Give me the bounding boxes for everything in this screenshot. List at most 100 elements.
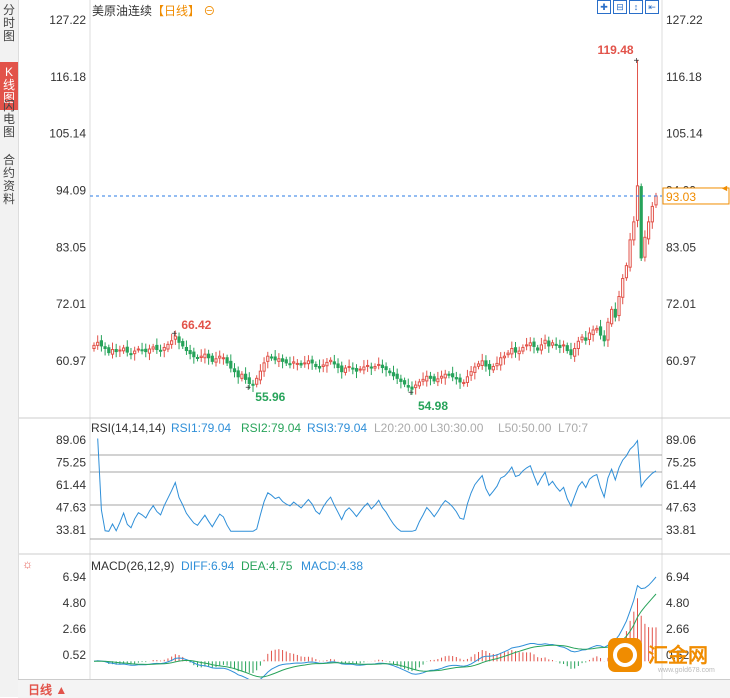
candle-body [499, 357, 503, 366]
candle-body [144, 348, 148, 353]
rsi-panel: RSI(14,14,14) RSI1:79.04 RSI2:79.04 RSI3:79… [56, 421, 696, 540]
candle-body [166, 343, 170, 350]
macd-tick-right: 0.52 [666, 648, 690, 662]
price-tick-right: 60.97 [666, 354, 696, 368]
candle-body [432, 376, 436, 382]
zoom-out-icon[interactable]: ⊟ [613, 0, 627, 14]
candle-body [484, 360, 488, 367]
candle-body [554, 343, 558, 346]
macd-diff-label: DIFF:6.94 [181, 559, 235, 573]
macd-tick-left: 0.52 [63, 648, 87, 662]
candle-body [140, 349, 144, 352]
price-tick-right: 127.22 [666, 13, 703, 27]
candle-body [510, 347, 514, 355]
period-selector[interactable]: 日线 ▲ [28, 683, 68, 697]
candle-body [502, 355, 507, 359]
candle-body [92, 344, 96, 349]
rsi-tick-right: 33.81 [666, 523, 696, 537]
rsi-tick-right: 61.44 [666, 478, 696, 492]
candle-body [617, 296, 621, 317]
candle-body [284, 359, 288, 364]
candle-body [425, 375, 429, 382]
candle-body [273, 356, 277, 361]
indicator-icon[interactable]: ↕ [629, 0, 643, 14]
candle-body [632, 221, 636, 241]
rsi-tick-left: 61.44 [56, 478, 86, 492]
price-tick-left: 94.09 [56, 184, 86, 198]
annotation-marker: + [408, 388, 414, 399]
candle-body [203, 353, 207, 359]
zoom-in-icon[interactable]: ✚ [597, 0, 611, 14]
candle-body [410, 386, 414, 390]
candle-body [184, 346, 189, 352]
last-price-label: 93.03 [666, 190, 696, 204]
candle-body [107, 347, 111, 354]
candle-body [358, 368, 362, 371]
rsi-tick-right: 89.06 [666, 433, 696, 447]
macd-panel: MACD(26,12,9) DIFF:6.94 DEA:4.75 MACD:4.38 ☼… [22, 557, 690, 682]
candle-body [654, 195, 658, 206]
sidebar: 分时图 K线图 闪电图 合约资料 [0, 0, 19, 697]
price-tick-right: 105.14 [666, 127, 703, 141]
candle-body [99, 340, 104, 347]
candle-body [288, 363, 292, 366]
candle-body [428, 375, 433, 379]
back-icon[interactable]: ⇤ [645, 0, 659, 14]
candle-body [225, 357, 229, 364]
tab-flash[interactable]: 闪电图 [2, 99, 15, 139]
candle-body [635, 185, 640, 221]
candle-body [573, 347, 577, 357]
candle-body [558, 344, 562, 348]
chart-toolbar: ✚ ⊟ ↕ ⇤ [597, 0, 663, 14]
last-price-arrow: ◄ [720, 183, 729, 193]
candle-body [643, 236, 647, 258]
tab-timeshare[interactable]: 分时图 [2, 3, 15, 43]
candle-body [377, 363, 381, 366]
candle-body [155, 344, 159, 351]
candle-body [103, 346, 107, 349]
candle-body [340, 365, 344, 373]
minus-circle-icon[interactable]: ⊖ [203, 4, 216, 18]
tab-contract-info[interactable]: 合约资料 [2, 153, 15, 206]
candle-body [547, 340, 551, 347]
candle-body [602, 335, 606, 342]
rsi-tick-right: 47.63 [666, 500, 696, 514]
candle-body [454, 377, 458, 380]
tab-kline[interactable]: K线图 [0, 62, 18, 110]
candle-body [550, 342, 555, 346]
candle-body [595, 327, 599, 331]
candle-body [451, 373, 455, 378]
macd-tick-right: 4.80 [666, 596, 690, 610]
candle-body [587, 332, 592, 340]
logo-url: www.gold678.com [657, 667, 715, 674]
settings-icon: ☼ [22, 557, 33, 571]
candle-body [192, 351, 196, 358]
candle-body [332, 361, 336, 365]
candle-body [214, 358, 218, 363]
rsi-l30-label: L30:30.00 [430, 421, 484, 435]
candle-body [476, 363, 481, 367]
candle-body [391, 372, 396, 377]
candle-body [576, 340, 580, 349]
rsi-rsi2-label: RSI2:79.04 [241, 421, 301, 435]
candle-body [173, 335, 177, 340]
candle-body [158, 349, 163, 352]
candle-body [532, 341, 536, 347]
candle-body [280, 358, 285, 362]
candle-body [210, 355, 214, 362]
candle-body [439, 375, 444, 379]
candle-body [321, 364, 325, 368]
price-tick-left: 105.14 [49, 127, 86, 141]
candle-body [539, 344, 543, 351]
candle-body [469, 371, 473, 376]
period-tag: 【日线】 [152, 4, 201, 18]
candle-body [292, 361, 296, 364]
candle-body [299, 362, 303, 366]
macd-tick-left: 6.94 [63, 570, 87, 584]
candle-body [306, 360, 311, 365]
candle-body [447, 373, 451, 376]
instrument-title: 美原油连续 [92, 4, 153, 18]
candle-body [584, 337, 588, 341]
candle-body [151, 346, 155, 350]
